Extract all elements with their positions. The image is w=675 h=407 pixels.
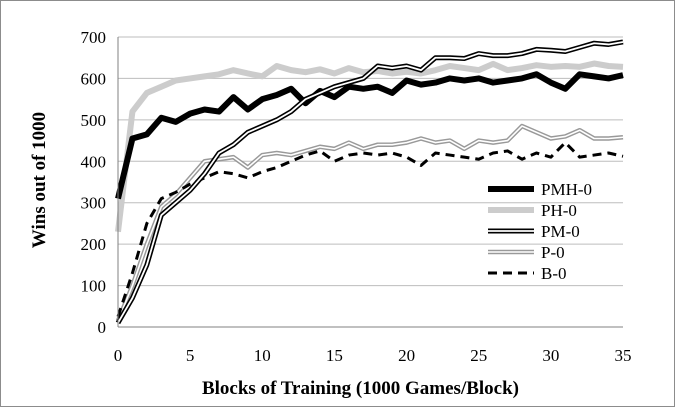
x-tick-label: 10: [254, 346, 271, 365]
legend-label: PMH-0: [541, 180, 592, 199]
series-lines: [115, 39, 624, 325]
x-tick-label: 5: [186, 346, 195, 365]
legend: PMH-0 PH-0 PM-0 P-0 B-0: [488, 180, 592, 283]
legend-item: PM-0: [488, 222, 580, 241]
x-tick-label: 15: [326, 346, 343, 365]
legend-label: PH-0: [541, 201, 577, 220]
y-tick-label: 300: [81, 194, 107, 213]
y-tick-label: 600: [81, 69, 107, 88]
y-tick-label: 500: [81, 111, 107, 130]
y-tick-label: 700: [81, 28, 107, 47]
series-pm-0-group: [115, 39, 624, 325]
legend-label: B-0: [541, 264, 567, 283]
y-tick-label: 100: [81, 277, 107, 296]
tick-labels: 0 100 200 300 400 500 600 700 0 5 10 15 20 25 30 35: [81, 28, 632, 365]
x-tick-label: 30: [542, 346, 559, 365]
y-tick-label: 200: [81, 235, 107, 254]
x-tick-label: 35: [615, 346, 632, 365]
y-axis-title: Wins out of 1000: [29, 112, 50, 248]
y-tick-label: 400: [81, 152, 107, 171]
series-pmh-0-group: [115, 71, 624, 200]
legend-label: PM-0: [541, 222, 580, 241]
legend-item: PH-0: [488, 201, 577, 220]
x-tick-label: 20: [398, 346, 415, 365]
legend-item: B-0: [488, 264, 567, 283]
x-tick-label: 25: [470, 346, 487, 365]
legend-item: PMH-0: [488, 180, 592, 199]
series-line-pmh-0: [115, 71, 624, 200]
series-line-p-0-inner: [117, 125, 624, 322]
series-p-0-group: [115, 123, 624, 322]
legend-item: P-0: [488, 243, 565, 262]
y-tick-label: 0: [98, 318, 107, 337]
legend-label: P-0: [541, 243, 565, 262]
axes: [117, 37, 623, 328]
x-axis-title: Blocks of Training (1000 Games/Block): [202, 378, 519, 399]
x-tick-label: 0: [114, 346, 123, 365]
series-line-pm-0-inner: [117, 41, 624, 324]
